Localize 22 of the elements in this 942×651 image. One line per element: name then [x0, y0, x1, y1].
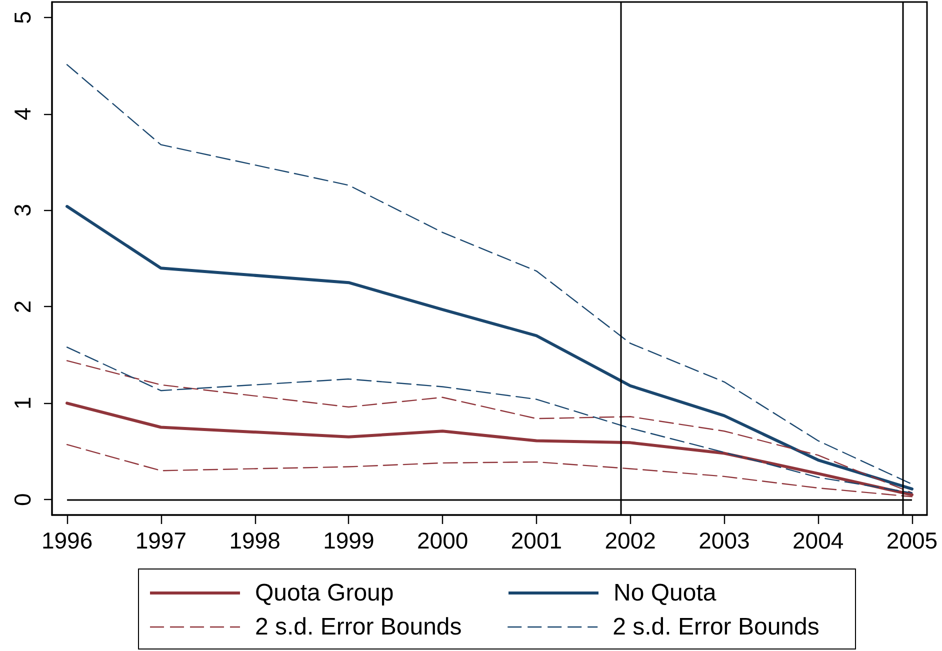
legend-label: 2 s.d. Error Bounds [255, 614, 462, 640]
y-tick-label: 2 [10, 300, 36, 314]
x-tick-label: 1996 [41, 528, 93, 554]
y-tick-label: 0 [10, 493, 36, 506]
x-tick-label: 1999 [323, 528, 374, 554]
x-tick-label: 1998 [229, 528, 280, 554]
y-tick-label: 5 [10, 11, 36, 24]
x-tick-label: 2000 [416, 528, 468, 554]
legend-label: No Quota [614, 580, 717, 606]
line-series [66, 204, 914, 490]
x-tick-label: 2003 [698, 528, 750, 554]
legend-label: Quota Group [255, 580, 394, 606]
x-tick-label: 2005 [886, 528, 938, 554]
legend-label: 2 s.d. Error Bounds [612, 614, 820, 640]
line-series [66, 64, 913, 485]
x-tick-label: 1997 [135, 528, 186, 554]
y-tick-label: 1 [10, 396, 36, 410]
x-tick-label: 2002 [604, 528, 656, 554]
x-tick-label: 2004 [792, 528, 844, 554]
x-tick-label: 2001 [510, 528, 562, 554]
y-tick-label: 4 [10, 107, 36, 120]
y-tick-label: 3 [10, 204, 36, 217]
